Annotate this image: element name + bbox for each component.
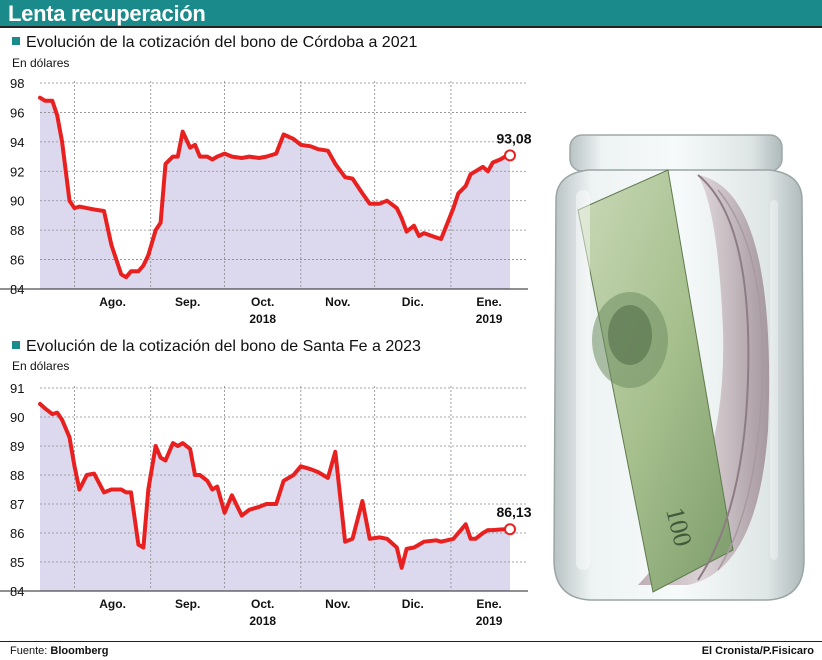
chart1-last-value-label: 93,08	[496, 130, 531, 146]
chart1-year-label: 2019	[476, 312, 503, 326]
chart1-series-line	[38, 95, 512, 280]
chart2-month-label: Ene.	[476, 597, 501, 611]
chart2-last-value-label: 86,13	[496, 504, 531, 520]
chart1-month-label: Ago.	[99, 295, 126, 309]
header-bar: Lenta recuperación	[0, 0, 822, 26]
chart2-month-label: Nov.	[325, 597, 350, 611]
chart1-area-fill	[40, 97, 510, 289]
chart2-unit-label: En dólares	[12, 359, 70, 373]
chart1-y-tick-label: 96	[10, 105, 24, 120]
chart2-y-tick-label: 91	[10, 381, 24, 396]
chart2-y-tick-label: 87	[10, 497, 24, 512]
chart1-y-tick-label: 88	[10, 223, 24, 238]
chart1-month-label: Sep.	[175, 295, 200, 309]
chart2-last-point	[504, 523, 516, 536]
chart2-title-row: Evolución de la cotización del bono de S…	[12, 338, 421, 356]
chart1-last-point	[504, 149, 516, 162]
chart2-month-label: Sep.	[175, 597, 200, 611]
chart1-title: Evolución de la cotización del bono de C…	[26, 34, 418, 51]
chart2-area-fill	[40, 403, 510, 591]
money-jar-illustration: 100	[553, 134, 805, 601]
chart2-y-tick-label: 89	[10, 439, 24, 454]
chart1-year-label: 2018	[249, 312, 276, 326]
chart2-series-line	[38, 401, 512, 570]
chart2-y-tick-label: 90	[10, 410, 24, 425]
chart2-month-label: Oct.	[251, 597, 274, 611]
source-prefix: Fuente:	[10, 645, 48, 657]
footer-divider	[0, 641, 822, 642]
chart1-month-label: Nov.	[325, 295, 350, 309]
chart2-title: Evolución de la cotización del bono de S…	[26, 338, 421, 355]
chart2-year-label: 2018	[249, 614, 276, 628]
chart1-y-tick-label: 86	[10, 253, 24, 268]
source-note: Fuente: Bloomberg	[10, 645, 108, 657]
chart1-unit-label: En dólares	[12, 56, 70, 70]
square-bullet-icon	[12, 341, 20, 349]
chart1-y-tick-label: 92	[10, 164, 24, 179]
page-title: Lenta recuperación	[8, 1, 206, 26]
chart1-y-tick-label: 98	[10, 76, 24, 91]
chart2-y-tick-label: 88	[10, 468, 24, 483]
header-divider	[0, 26, 822, 28]
chart2-month-label: Dic.	[402, 597, 424, 611]
chart1-title-row: Evolución de la cotización del bono de C…	[12, 34, 417, 52]
chart1-month-label: Dic.	[402, 295, 424, 309]
credit-note: El Cronista/P.Fisicaro	[701, 645, 814, 657]
chart2-year-label: 2019	[476, 614, 503, 628]
chart2-y-tick-label: 85	[10, 555, 24, 570]
chart1-month-label: Ene.	[476, 295, 501, 309]
chart1-month-label: Oct.	[251, 295, 274, 309]
chart2-month-label: Ago.	[99, 597, 126, 611]
chart1-y-tick-label: 90	[10, 194, 24, 209]
source-name: Bloomberg	[50, 645, 109, 657]
square-bullet-icon	[12, 37, 20, 45]
chart1-y-tick-label: 94	[10, 135, 24, 150]
chart2-y-tick-label: 86	[10, 526, 24, 541]
